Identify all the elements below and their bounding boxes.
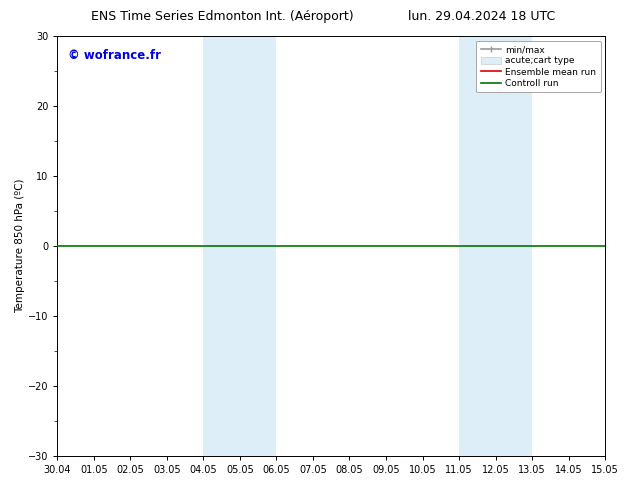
Y-axis label: Temperature 850 hPa (ºC): Temperature 850 hPa (ºC) xyxy=(15,179,25,313)
Text: ENS Time Series Edmonton Int. (Aéroport): ENS Time Series Edmonton Int. (Aéroport) xyxy=(91,10,353,23)
Bar xyxy=(204,36,276,456)
Text: lun. 29.04.2024 18 UTC: lun. 29.04.2024 18 UTC xyxy=(408,10,555,23)
Bar xyxy=(459,36,532,456)
Text: © wofrance.fr: © wofrance.fr xyxy=(68,49,161,62)
Legend: min/max, acute;cart type, Ensemble mean run, Controll run: min/max, acute;cart type, Ensemble mean … xyxy=(476,41,600,93)
